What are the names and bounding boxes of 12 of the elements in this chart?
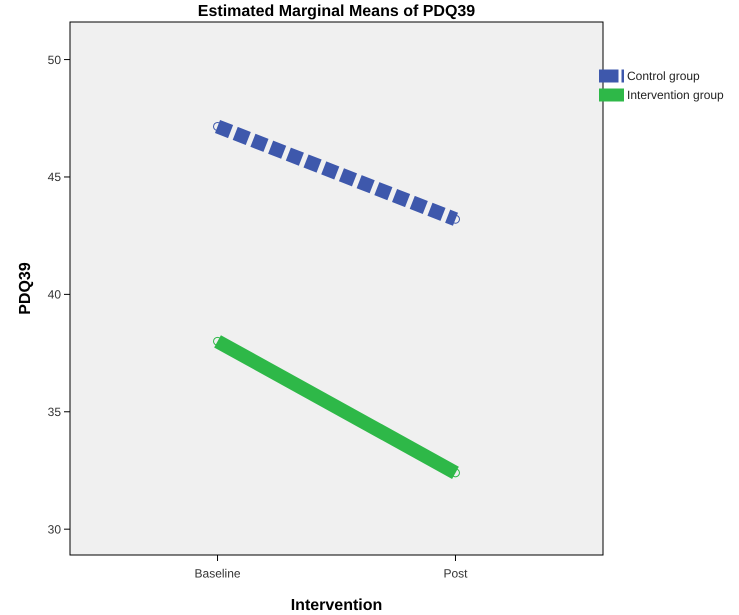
chart-title: Estimated Marginal Means of PDQ39 — [198, 3, 476, 20]
y-tick-label: 35 — [48, 404, 62, 419]
y-tick-label: 50 — [48, 52, 62, 67]
x-tick-label: Baseline — [194, 566, 241, 581]
legend-label: Control group — [627, 69, 700, 84]
y-tick-label: 45 — [48, 170, 62, 184]
x-tick-label: Post — [443, 566, 468, 581]
y-tick-label: 40 — [48, 288, 62, 302]
y-axis-title: PDQ39 — [17, 262, 34, 315]
x-axis-title: Intervention — [290, 597, 382, 614]
legend-label: Intervention group — [627, 88, 724, 102]
y-tick-label: 30 — [48, 522, 62, 536]
